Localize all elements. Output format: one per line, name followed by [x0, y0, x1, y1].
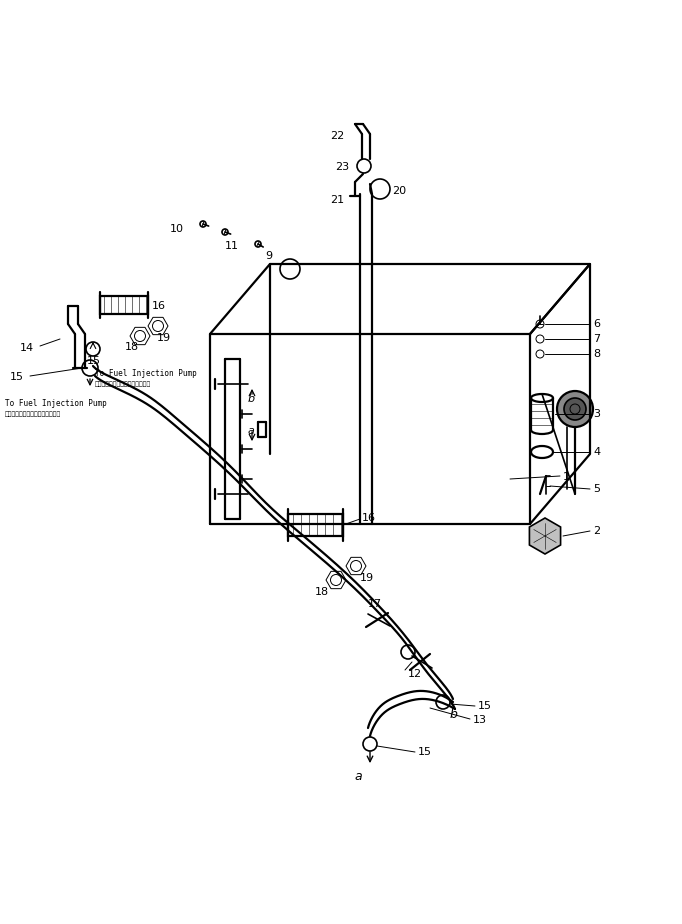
Text: 18: 18 — [315, 587, 329, 597]
Text: To Fuel Injection Pump: To Fuel Injection Pump — [95, 370, 196, 379]
Text: 4: 4 — [593, 447, 600, 457]
Text: 13: 13 — [473, 715, 487, 725]
Circle shape — [557, 391, 593, 427]
Text: 1: 1 — [563, 472, 570, 482]
Text: b: b — [450, 708, 458, 721]
Text: 12: 12 — [408, 669, 422, 679]
Text: 19: 19 — [157, 333, 171, 343]
Text: フェルインジェクションポンプへ: フェルインジェクションポンプへ — [5, 411, 61, 417]
Text: 23: 23 — [335, 162, 349, 172]
Text: To Fuel Injection Pump: To Fuel Injection Pump — [5, 399, 107, 408]
Text: 14: 14 — [20, 343, 34, 353]
Text: 2: 2 — [593, 526, 600, 536]
Text: 15: 15 — [87, 356, 101, 366]
Text: a: a — [354, 770, 362, 783]
Text: b: b — [248, 394, 255, 404]
Polygon shape — [529, 518, 561, 554]
Text: 17: 17 — [368, 599, 382, 609]
Text: 5: 5 — [593, 484, 600, 494]
Text: 16: 16 — [362, 513, 376, 523]
Text: 20: 20 — [392, 186, 406, 196]
Text: 22: 22 — [330, 131, 344, 141]
Text: 9: 9 — [265, 251, 272, 261]
Text: 10: 10 — [170, 224, 184, 234]
Text: 16: 16 — [152, 301, 166, 311]
Bar — [100, 296, 148, 314]
Text: 15: 15 — [478, 701, 492, 711]
Text: 18: 18 — [125, 342, 139, 352]
Text: フェルインジェクションポンプへ: フェルインジェクションポンプへ — [95, 382, 151, 387]
Text: a: a — [248, 426, 255, 436]
Circle shape — [564, 398, 586, 420]
Bar — [288, 514, 343, 536]
Text: 6: 6 — [593, 319, 600, 329]
Text: 15: 15 — [10, 372, 24, 382]
Text: 21: 21 — [330, 195, 344, 205]
Text: 15: 15 — [418, 747, 432, 757]
Text: 19: 19 — [360, 573, 374, 583]
Text: 8: 8 — [593, 349, 600, 359]
Text: 3: 3 — [593, 409, 600, 419]
Text: 11: 11 — [225, 241, 239, 251]
Text: 7: 7 — [593, 334, 600, 344]
